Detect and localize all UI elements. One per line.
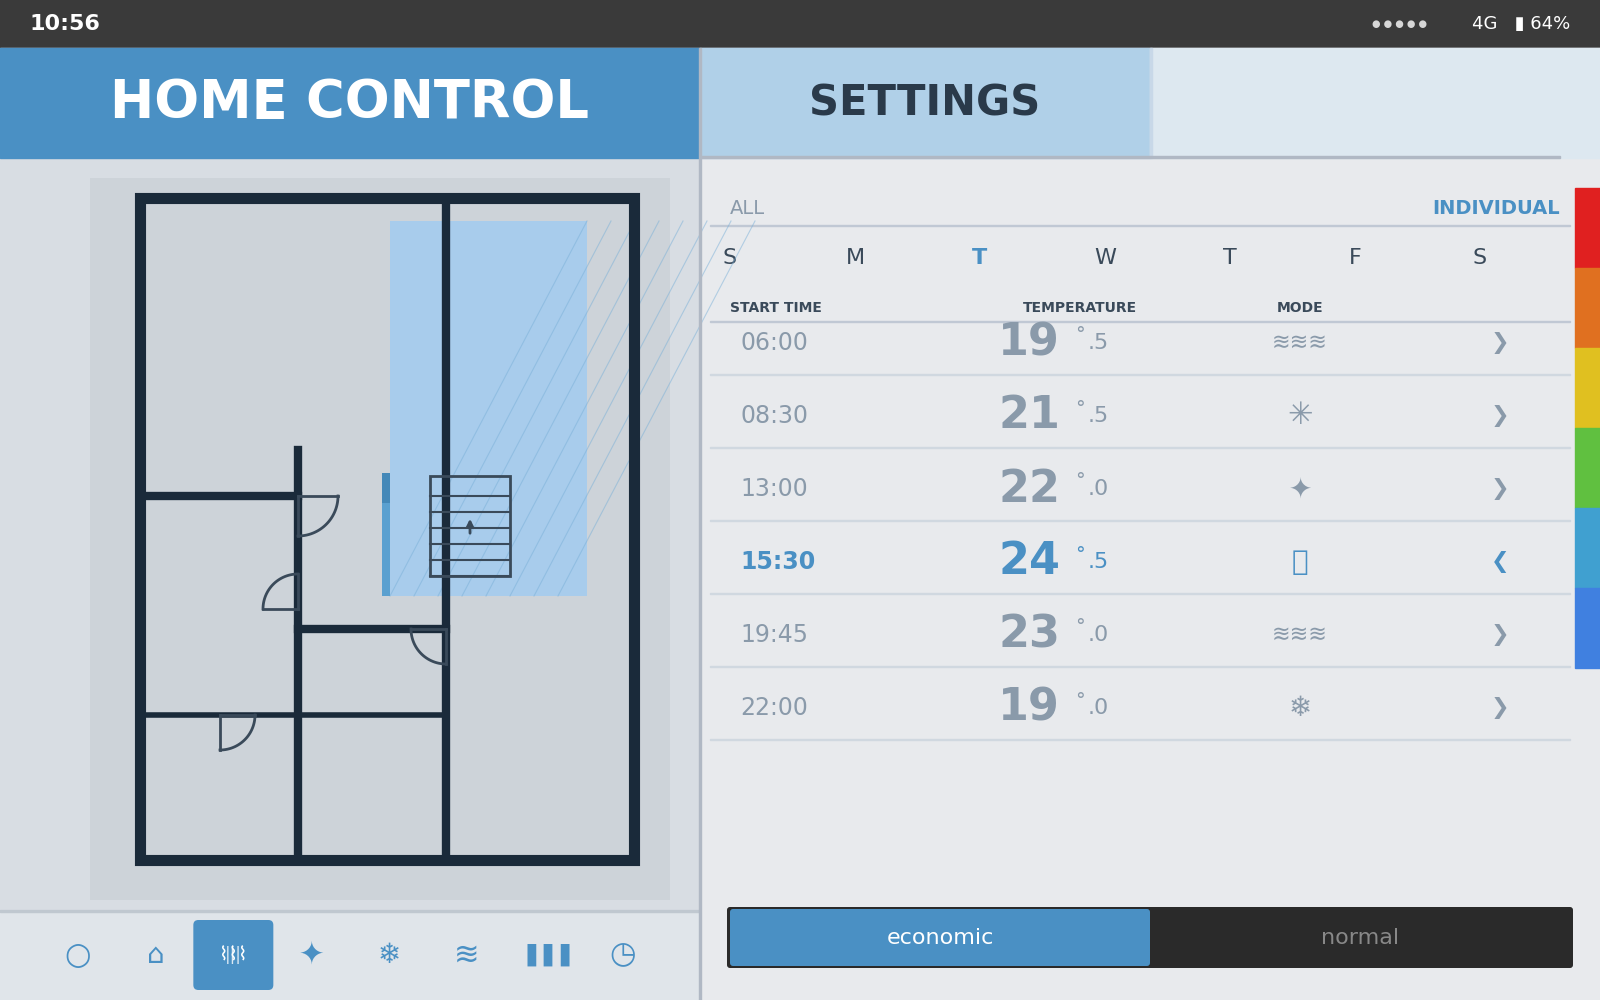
Text: °: ° (1075, 326, 1085, 344)
Bar (710, 225, 1570, 226)
Text: ≋≋≋: ≋≋≋ (1272, 625, 1328, 645)
Text: °: ° (1075, 398, 1085, 418)
Text: ❯: ❯ (1491, 332, 1509, 354)
FancyBboxPatch shape (726, 907, 1573, 968)
Bar (1574, 188, 1600, 268)
Text: 22:00: 22:00 (739, 696, 808, 720)
Bar (701, 48, 1150, 158)
Text: ❮: ❮ (1491, 551, 1509, 573)
Text: ✳: ✳ (1288, 401, 1312, 430)
Bar (701, 48, 1600, 1000)
Bar (141, 198, 634, 860)
Bar (1574, 428, 1600, 508)
Text: ❯: ❯ (1491, 478, 1509, 500)
Text: SETTINGS: SETTINGS (810, 82, 1040, 124)
Text: ◷: ◷ (610, 940, 635, 970)
Text: ALL: ALL (730, 198, 765, 218)
Text: normal: normal (1322, 928, 1398, 948)
Text: ❯: ❯ (1491, 405, 1509, 427)
Text: |||: ||| (226, 946, 242, 964)
Text: ❯: ❯ (1491, 697, 1509, 719)
Text: .0: .0 (1088, 479, 1109, 499)
Bar (1574, 348, 1600, 428)
Text: ❄: ❄ (378, 941, 400, 969)
Text: 21: 21 (998, 394, 1059, 438)
Text: economic: economic (886, 928, 994, 948)
Text: INDIVIDUAL: INDIVIDUAL (1432, 198, 1560, 218)
Text: 24: 24 (998, 540, 1059, 584)
Bar (430, 476, 510, 576)
Text: ❄: ❄ (1288, 694, 1312, 722)
Text: 19: 19 (998, 686, 1059, 730)
Bar (1574, 588, 1600, 668)
Text: ⌇⌇⌇: ⌇⌇⌇ (219, 946, 248, 964)
Text: T: T (973, 248, 987, 268)
Bar (390, 221, 587, 596)
Text: .0: .0 (1088, 698, 1109, 718)
Text: T: T (1222, 248, 1237, 268)
Bar (710, 321, 1570, 322)
Text: 10:56: 10:56 (30, 14, 101, 34)
Text: TEMPERATURE: TEMPERATURE (1022, 301, 1138, 315)
Text: °: ° (1075, 617, 1085, 637)
Bar (1574, 268, 1600, 348)
Text: ≋: ≋ (454, 940, 480, 970)
Bar (382, 473, 390, 503)
Bar (0, 910, 701, 912)
Text: ✦: ✦ (1288, 475, 1312, 503)
Text: S: S (1474, 248, 1486, 268)
Bar (0, 48, 701, 158)
Text: W: W (1094, 248, 1117, 268)
Text: 💧: 💧 (1291, 548, 1309, 576)
Text: .5: .5 (1088, 406, 1109, 426)
Text: 13:00: 13:00 (739, 477, 808, 501)
Text: °: ° (1075, 544, 1085, 564)
Bar (699, 48, 701, 1000)
Text: 06:00: 06:00 (739, 331, 808, 355)
Text: ▐▐▐: ▐▐▐ (518, 944, 570, 966)
Bar (701, 156, 1560, 158)
Text: F: F (1349, 248, 1362, 268)
Bar (0, 48, 701, 1000)
Text: HOME CONTROL: HOME CONTROL (110, 77, 589, 129)
Bar (0, 0, 1600, 48)
Text: MODE: MODE (1277, 301, 1323, 315)
Text: °: ° (1075, 690, 1085, 710)
Text: 4G   ▮ 64%: 4G ▮ 64% (1472, 15, 1570, 33)
Text: .0: .0 (1088, 625, 1109, 645)
Text: ● ● ● ● ●: ● ● ● ● ● (1373, 19, 1427, 29)
Text: ❯: ❯ (1491, 624, 1509, 646)
Text: ○: ○ (64, 940, 91, 970)
Text: S: S (723, 248, 738, 268)
Bar (382, 503, 390, 596)
FancyBboxPatch shape (730, 909, 1150, 966)
Text: 19:45: 19:45 (739, 623, 808, 647)
Text: 19: 19 (998, 322, 1059, 364)
Text: ≋≋≋: ≋≋≋ (1272, 333, 1328, 353)
Bar (1574, 508, 1600, 588)
FancyBboxPatch shape (194, 920, 274, 990)
Bar (710, 373, 1570, 374)
Bar (1150, 48, 1600, 158)
Text: M: M (845, 248, 864, 268)
Bar (90, 178, 670, 900)
Text: 23: 23 (998, 613, 1059, 656)
Text: ⌂: ⌂ (147, 941, 165, 969)
Bar (710, 738, 1570, 740)
Text: 15:30: 15:30 (739, 550, 816, 574)
Text: 08:30: 08:30 (739, 404, 808, 428)
Text: °: ° (1075, 472, 1085, 490)
Bar (0, 910, 701, 1000)
Bar (1150, 48, 1152, 158)
Text: .5: .5 (1088, 333, 1109, 353)
Bar (710, 446, 1570, 448)
Text: START TIME: START TIME (730, 301, 822, 315)
Text: ✦: ✦ (298, 940, 323, 970)
Text: 22: 22 (998, 468, 1059, 510)
Text: .5: .5 (1088, 552, 1109, 572)
